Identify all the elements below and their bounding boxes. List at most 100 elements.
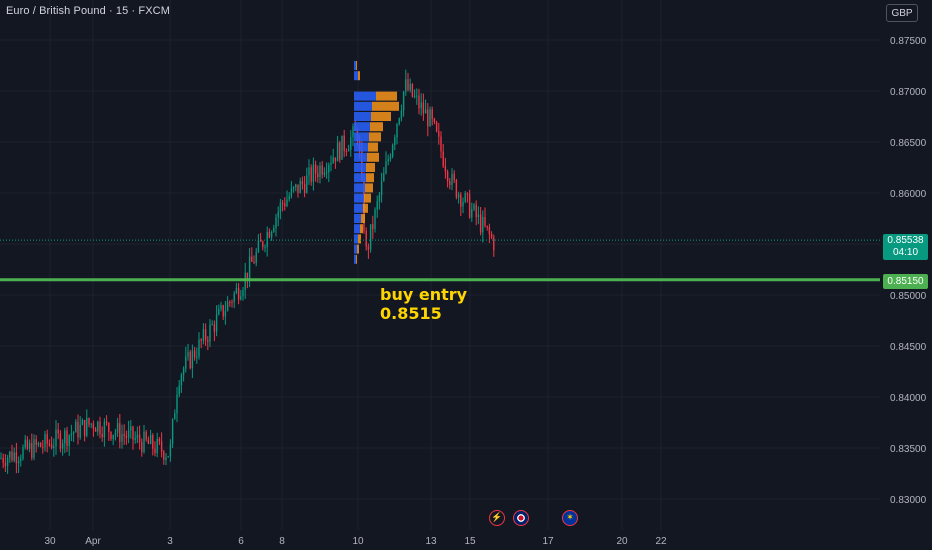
- candle-body: [61, 443, 64, 449]
- candle-body: [273, 228, 275, 232]
- candle-body: [433, 118, 436, 123]
- candle-body: [116, 423, 119, 433]
- candle-body: [42, 446, 44, 448]
- candle-body: [103, 421, 106, 438]
- candle-body: [22, 447, 24, 459]
- candle-body: [369, 224, 372, 250]
- candle-body: [26, 439, 29, 449]
- candle-body: [57, 429, 59, 434]
- candle-body: [281, 202, 284, 204]
- volume-profile-down-bar: [372, 101, 399, 111]
- candle-body: [138, 434, 141, 443]
- candle-body: [308, 167, 310, 176]
- candle-body: [374, 209, 376, 230]
- x-tick-label: Apr: [85, 536, 101, 547]
- candle-body: [178, 385, 180, 395]
- candle-body: [378, 194, 381, 202]
- candle-body: [332, 157, 334, 163]
- candle-body: [158, 438, 161, 442]
- candle-body: [108, 423, 110, 432]
- candle-body: [464, 193, 466, 202]
- volume-profile-up-bar: [354, 203, 363, 213]
- candle-body: [90, 423, 92, 425]
- candle-body: [270, 231, 273, 238]
- candle-body: [343, 135, 345, 151]
- candle-body: [242, 290, 244, 297]
- price-axis[interactable]: 0.875000.870000.865000.860000.855000.850…: [890, 36, 927, 506]
- candle-body: [253, 261, 255, 264]
- candle-body: [389, 156, 392, 160]
- candle-body: [268, 231, 271, 238]
- candle-body: [466, 193, 469, 195]
- volume-profile-up-bar: [354, 132, 369, 142]
- x-tick-label: 6: [238, 536, 244, 547]
- candle-body: [66, 430, 68, 446]
- candle-body: [31, 443, 33, 458]
- candle-body: [229, 301, 231, 303]
- candle-body: [6, 457, 9, 467]
- candle-body: [416, 95, 418, 97]
- candle-body: [37, 443, 40, 445]
- candle-body: [429, 109, 431, 127]
- candle-body: [240, 296, 242, 300]
- volume-profile-down-bar: [376, 91, 397, 101]
- candle-body: [424, 109, 427, 114]
- candle-body: [182, 368, 185, 376]
- candle-body: [341, 135, 343, 160]
- candle-body: [187, 352, 189, 357]
- candle-body: [350, 137, 352, 150]
- candle-body: [297, 184, 299, 194]
- current-price-label: 0.85538: [887, 235, 924, 246]
- candle-body: [211, 324, 213, 326]
- candle-body: [323, 172, 326, 175]
- candle-body: [207, 340, 209, 342]
- candle-body: [402, 91, 405, 111]
- time-axis[interactable]: 30 Apr 3 6 8 10 13 15 17 20 22: [44, 536, 667, 547]
- candle-body: [290, 188, 293, 197]
- candle-body: [213, 324, 216, 332]
- candle-body: [471, 209, 473, 218]
- candle-body: [486, 225, 488, 228]
- candle-body: [220, 305, 222, 309]
- candle-body: [257, 240, 260, 252]
- candle-body: [123, 434, 125, 436]
- candle-body: [119, 423, 121, 442]
- currency-button[interactable]: GBP: [886, 4, 918, 22]
- x-tick-label: 22: [655, 536, 667, 547]
- volume-profile-up-bar: [354, 254, 356, 264]
- candle-body: [314, 164, 317, 174]
- volume-profile-up-bar: [354, 234, 358, 244]
- candle-body: [231, 301, 233, 303]
- candle-body: [334, 157, 337, 162]
- lightning-icon[interactable]: ⚡: [489, 510, 505, 526]
- eu-flag-icon[interactable]: ✶: [562, 510, 578, 526]
- symbol-title[interactable]: Euro / British Pound · 15 · FXCM: [6, 5, 170, 17]
- candle-body: [431, 109, 433, 119]
- candle-body: [13, 452, 15, 461]
- candle-body: [484, 216, 486, 226]
- candle-body: [4, 462, 7, 467]
- candle-body: [321, 165, 323, 175]
- candle-body: [70, 433, 73, 436]
- candle-body: [453, 173, 455, 181]
- candle-body: [209, 324, 211, 342]
- candle-body: [312, 164, 315, 182]
- candle-body: [125, 435, 128, 438]
- volume-profile-up-bar: [354, 101, 372, 111]
- candle-body: [35, 439, 37, 445]
- candle-body: [44, 434, 46, 448]
- candle-body: [325, 172, 328, 174]
- candle-body: [156, 438, 158, 454]
- candle-body: [449, 181, 451, 185]
- y-tick-label: 0.83000: [890, 495, 927, 506]
- candle-body: [136, 434, 139, 439]
- x-tick-label: 8: [279, 536, 285, 547]
- candle-body: [479, 214, 482, 233]
- annotation-line2[interactable]: 0.8515: [380, 304, 442, 323]
- annotation-line1[interactable]: buy entry: [380, 285, 468, 304]
- x-tick-label: 30: [44, 536, 56, 547]
- uk-flag-icon[interactable]: [513, 510, 529, 526]
- candle-body: [288, 196, 290, 200]
